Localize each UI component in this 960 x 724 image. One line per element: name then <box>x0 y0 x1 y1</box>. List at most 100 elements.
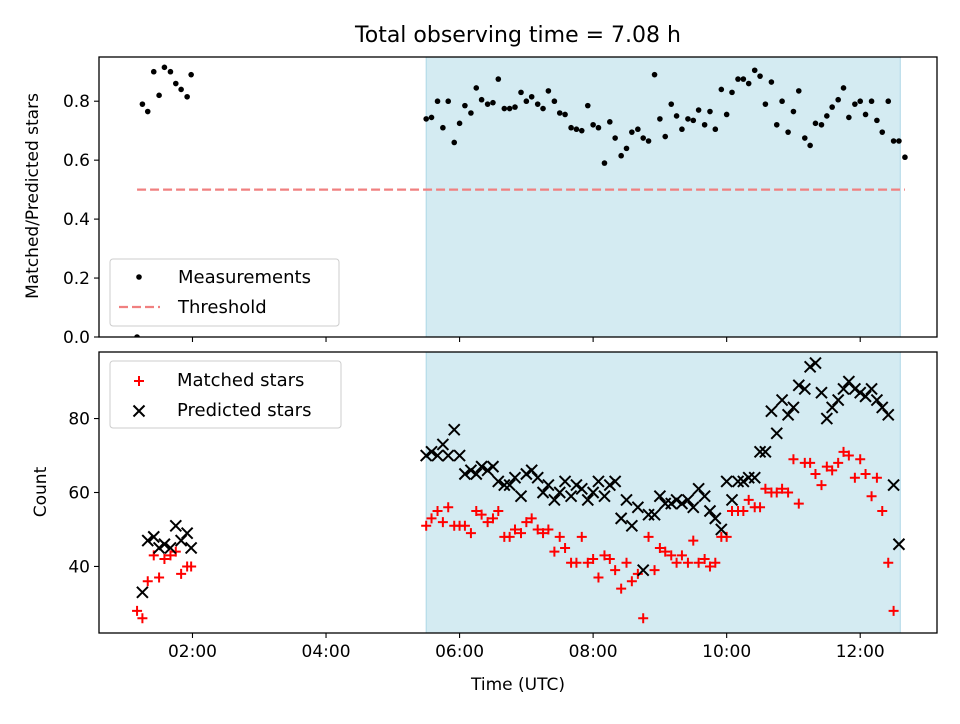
measurement-point <box>434 98 441 105</box>
predicted-star-marker <box>792 379 805 392</box>
matched-star-marker <box>693 557 704 568</box>
measurement-point <box>562 111 568 118</box>
measurement-point <box>701 121 708 128</box>
matched-star-marker <box>554 531 565 542</box>
matched-star-marker <box>849 472 860 483</box>
matched-star-marker <box>788 454 799 465</box>
predicted-star-marker <box>520 467 533 481</box>
measurement-point <box>428 114 435 121</box>
matched-star-marker <box>821 461 832 472</box>
measurement-point <box>512 104 518 110</box>
predicted-star-marker <box>781 408 795 422</box>
predicted-star-marker <box>536 486 550 499</box>
bottom-ylabel: Count <box>31 466 51 517</box>
top-ytick-label: 0.6 <box>63 151 90 171</box>
matched-star-marker <box>487 513 498 524</box>
predicted-star-marker <box>470 467 483 481</box>
predicted-star-marker <box>820 412 834 425</box>
predicted-star-marker <box>608 475 622 488</box>
matched-star-marker <box>159 554 170 565</box>
measurement-point <box>812 120 819 127</box>
predicted-star-marker <box>854 386 867 399</box>
matched-star-marker <box>755 502 766 513</box>
matched-star-marker <box>688 535 699 546</box>
predicted-star-marker <box>653 489 667 503</box>
matched-star-marker <box>593 572 604 583</box>
matched-star-marker <box>471 505 482 516</box>
measurement-point <box>807 142 813 149</box>
matched-star-marker <box>443 502 454 513</box>
matched-star-marker <box>871 472 882 483</box>
measurement-point <box>612 135 618 141</box>
predicted-star-marker <box>687 501 700 514</box>
matched-star-marker <box>760 483 771 494</box>
matched-star-marker <box>549 546 560 557</box>
predicted-star-marker <box>614 512 628 525</box>
measurement-point <box>501 105 508 112</box>
measurement-point <box>134 334 140 337</box>
measurement-point <box>167 68 174 75</box>
measurement-point <box>578 127 585 134</box>
measurement-point <box>161 64 168 71</box>
predicted-star-marker <box>442 449 455 462</box>
measurement-point <box>668 101 675 107</box>
predicted-star-marker <box>492 475 505 488</box>
predicted-star-marker <box>458 467 472 481</box>
matched-star-marker <box>860 469 871 480</box>
predicted-star-marker <box>475 460 488 473</box>
predicted-star-marker <box>431 449 444 462</box>
predicted-star-marker <box>147 530 160 544</box>
top-ytick-label: 0.0 <box>63 328 90 348</box>
measurement-point <box>601 160 608 166</box>
matched-star-marker <box>176 568 187 579</box>
predicted-star-marker <box>709 512 722 525</box>
predicted-star-marker <box>542 478 555 492</box>
legend-predicted-label: Predicted stars <box>177 400 311 421</box>
predicted-star-marker <box>725 493 739 507</box>
matched-star-marker <box>588 554 599 565</box>
measurement-point <box>707 108 713 115</box>
top-ytick-label: 0.4 <box>63 210 90 230</box>
matched-star-marker <box>855 454 866 465</box>
matched-star-marker <box>426 513 437 524</box>
measurement-point <box>679 126 685 133</box>
measurement-point <box>785 129 791 135</box>
measurement-point <box>150 68 157 75</box>
measurement-point <box>584 102 591 109</box>
predicted-star-marker <box>503 478 516 492</box>
matched-star-marker <box>421 520 432 531</box>
top-legend: Measurements Threshold <box>109 258 340 327</box>
measurement-point <box>757 73 763 79</box>
predicted-star-marker <box>548 493 561 507</box>
bottom-panel: Count 40 60 80 02:00 04:00 06:00 08:00 10:00 12:… <box>31 351 938 662</box>
predicted-star-marker <box>670 493 683 507</box>
top-axes-frame <box>98 56 938 338</box>
measurement-point <box>534 101 541 107</box>
measurement-point <box>902 154 908 161</box>
matched-star-marker <box>132 605 143 616</box>
predicted-star-marker <box>558 475 572 488</box>
legend-box <box>109 360 342 429</box>
predicted-star-marker <box>620 493 633 507</box>
predicted-star-marker <box>636 563 650 577</box>
measurement-point <box>852 101 858 107</box>
predicted-star-marker <box>553 486 566 499</box>
predicted-star-marker <box>648 508 661 521</box>
matched-star-marker <box>660 546 671 557</box>
measurement-point <box>528 93 535 100</box>
matched-star-marker <box>638 613 649 624</box>
matched-star-marker <box>432 505 443 516</box>
measurement-point <box>818 121 825 128</box>
matched-star-marker <box>816 480 827 491</box>
predicted-star-marker <box>564 489 578 503</box>
predicted-star-marker <box>164 541 177 555</box>
matched-star-marker <box>482 517 493 528</box>
measurement-point <box>723 111 730 118</box>
measurement-point <box>635 126 641 133</box>
measurement-point <box>685 116 691 122</box>
matched-star-marker <box>504 531 515 542</box>
predicted-star-marker <box>775 393 789 407</box>
predicted-star-marker <box>715 523 728 536</box>
matched-star-marker <box>710 557 721 568</box>
measurement-point <box>824 113 830 119</box>
